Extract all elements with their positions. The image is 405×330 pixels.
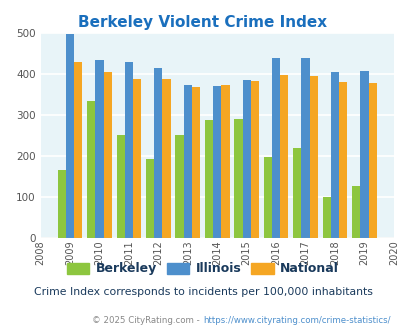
Bar	[242, 81, 250, 238]
Bar	[192, 87, 200, 238]
Bar	[309, 76, 317, 238]
Bar	[292, 148, 301, 238]
Bar	[338, 82, 346, 238]
Bar	[205, 120, 213, 238]
Bar	[368, 82, 376, 238]
Text: Berkeley Violent Crime Index: Berkeley Violent Crime Index	[78, 15, 327, 30]
Text: https://www.cityrating.com/crime-statistics/: https://www.cityrating.com/crime-statist…	[202, 315, 390, 325]
Bar	[116, 135, 124, 238]
Bar	[87, 101, 95, 238]
Bar	[221, 85, 229, 238]
Bar	[250, 81, 258, 238]
Text: © 2025 CityRating.com -: © 2025 CityRating.com -	[92, 315, 202, 325]
Bar	[133, 79, 141, 238]
Bar	[162, 79, 170, 238]
Bar	[359, 71, 368, 238]
Bar	[103, 72, 111, 238]
Bar	[66, 34, 74, 238]
Bar	[234, 119, 242, 238]
Bar	[74, 62, 82, 238]
Bar	[175, 135, 183, 238]
Bar	[95, 60, 103, 238]
Bar	[58, 170, 66, 238]
Text: Crime Index corresponds to incidents per 100,000 inhabitants: Crime Index corresponds to incidents per…	[34, 287, 371, 297]
Bar	[271, 58, 279, 238]
Legend: Berkeley, Illinois, National: Berkeley, Illinois, National	[63, 259, 342, 279]
Bar	[154, 68, 162, 238]
Bar	[330, 72, 338, 238]
Bar	[279, 75, 288, 238]
Bar	[124, 62, 133, 238]
Bar	[351, 186, 359, 238]
Bar	[322, 197, 330, 238]
Bar	[301, 58, 309, 238]
Bar	[146, 159, 154, 238]
Bar	[213, 86, 221, 238]
Bar	[183, 85, 192, 238]
Bar	[263, 157, 271, 238]
